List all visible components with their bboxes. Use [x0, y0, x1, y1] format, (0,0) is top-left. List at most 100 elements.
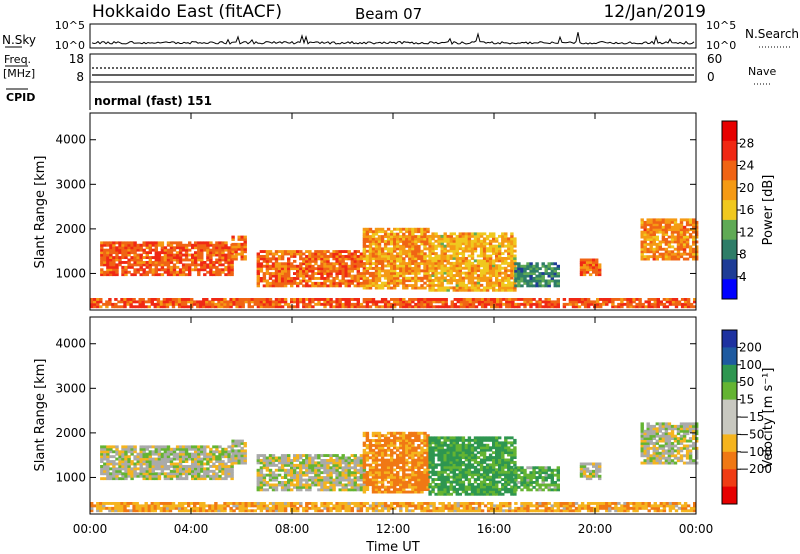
heatmap-cell [658, 245, 662, 249]
heatmap-cell [431, 232, 435, 236]
heatmap-cell [308, 264, 312, 268]
colorbar-swatch [722, 200, 737, 221]
heatmap-cell [452, 266, 456, 270]
heatmap-cell [431, 441, 435, 445]
heatmap-cell [504, 283, 508, 287]
heatmap-cell [414, 478, 418, 482]
heatmap-cell [118, 241, 122, 245]
heatmap-cell [148, 246, 152, 250]
heatmap-cell [458, 271, 462, 275]
heatmap-cell [299, 478, 303, 482]
heatmap-cell [106, 248, 110, 252]
heatmap-cell [476, 283, 481, 287]
heatmap-cell [374, 463, 379, 467]
heatmap-cell [496, 302, 500, 306]
nave-tick-top: 60 [707, 52, 722, 66]
heatmap-cell [393, 461, 397, 465]
heatmap-cell [271, 281, 276, 285]
nsearch-label: N.Search [745, 27, 799, 41]
heatmap-cell [386, 237, 391, 241]
heatmap-cell [368, 456, 373, 460]
heatmap-cell [498, 288, 502, 292]
heatmap-cell [377, 444, 382, 447]
heatmap-cell [220, 302, 224, 306]
heatmap-cell [124, 477, 128, 481]
heatmap-cell [124, 462, 128, 466]
heatmap-cell [635, 302, 639, 306]
heatmap-cell [396, 240, 400, 243]
heatmap-cell [157, 477, 162, 481]
heatmap-cell [191, 460, 195, 463]
heatmap-cell [380, 463, 385, 467]
y-tick-label: 1000 [55, 266, 86, 280]
heatmap-cell [268, 471, 273, 475]
heatmap-cell [237, 449, 241, 453]
heatmap-cell [181, 472, 186, 476]
heatmap-cell [136, 246, 140, 250]
heatmap-cell [347, 279, 351, 283]
heatmap-cell [224, 447, 228, 451]
heatmap-cell [411, 483, 415, 487]
heatmap-cell [163, 455, 168, 459]
heatmap-cell [323, 281, 327, 285]
heatmap-cell [139, 263, 143, 267]
heatmap-cell [365, 257, 370, 261]
heatmap-cell [374, 488, 379, 491]
heatmap-cell [234, 250, 238, 254]
heatmap-cell [688, 235, 693, 239]
heatmap-cell [350, 305, 354, 309]
heatmap-cell [467, 473, 472, 477]
heatmap-cell [640, 220, 644, 224]
heatmap-cell [145, 465, 149, 468]
heatmap-cell [492, 274, 496, 277]
heatmap-cell [133, 241, 137, 245]
heatmap-cell [136, 256, 140, 259]
heatmap-cell [414, 249, 418, 253]
heatmap-cell [106, 270, 110, 274]
heatmap-cell [106, 477, 110, 481]
heatmap-cell [188, 253, 192, 257]
heatmap-cell [462, 302, 467, 306]
heatmap-cell [458, 286, 462, 290]
heatmap-cell [408, 267, 412, 270]
heatmap-cell [200, 263, 204, 267]
heatmap-cell [308, 468, 312, 472]
heatmap-cell [154, 261, 158, 264]
heatmap-cell [473, 266, 478, 270]
heatmap-cell [209, 469, 213, 473]
heatmap-cell [443, 463, 447, 467]
heatmap-cell [154, 248, 158, 252]
heatmap-cell [485, 283, 490, 287]
heatmap-cell [262, 284, 267, 288]
heatmap-cell [426, 483, 430, 487]
heatmap-cell [347, 481, 351, 484]
heatmap-cell [396, 232, 400, 236]
heatmap-cell [677, 302, 682, 306]
heatmap-cell [302, 485, 306, 489]
heatmap-cell [154, 251, 158, 255]
heatmap-cell [151, 270, 155, 274]
heatmap-cell [371, 458, 376, 462]
heatmap-cell [136, 455, 140, 459]
heatmap-cell [145, 256, 149, 259]
heatmap-cell [215, 241, 219, 245]
heatmap-cell [393, 485, 397, 489]
heatmap-cell [514, 277, 518, 280]
heatmap-cell [428, 276, 432, 280]
heatmap-cell [240, 446, 244, 450]
heatmap-cell [514, 274, 518, 278]
heatmap-cell [504, 261, 508, 265]
heatmap-cell [359, 468, 364, 472]
heatmap-cell [390, 276, 394, 280]
heatmap-cell [191, 455, 195, 459]
heatmap-cell [485, 257, 490, 260]
heatmap-cell [455, 458, 459, 462]
heatmap-cell [592, 258, 596, 262]
heatmap-cell [426, 463, 430, 467]
heatmap-cell [151, 248, 155, 252]
heatmap-cell [317, 468, 321, 472]
heatmap-cell [495, 247, 499, 251]
heatmap-cell [652, 230, 656, 234]
heatmap-cell [160, 455, 165, 459]
heatmap-cell [259, 257, 264, 261]
